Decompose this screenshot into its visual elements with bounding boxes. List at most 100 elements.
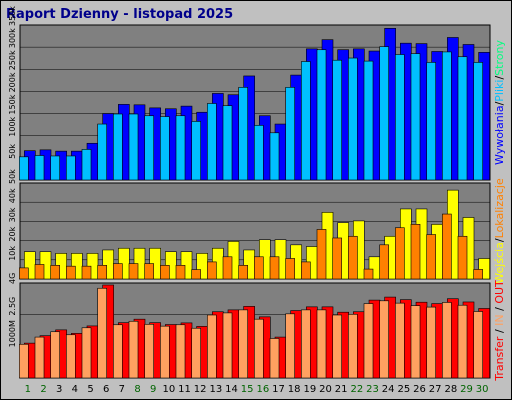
day-label: 15 [241, 384, 254, 395]
bar-top-2-day-21 [332, 59, 342, 181]
bar-middle-2-day-12 [191, 269, 201, 280]
bar-top-2-day-12 [191, 121, 201, 181]
bar-bottom-2-day-3 [50, 331, 60, 379]
bar-top-2-day-14 [222, 105, 233, 181]
bar-middle-2-day-25 [395, 227, 405, 280]
bar-bottom-2-day-25 [395, 302, 405, 379]
bar-middle-2-day-10 [160, 265, 170, 280]
legend-item: Wywołania [493, 105, 506, 165]
day-label: 2 [40, 384, 46, 395]
day-label: 20 [319, 384, 332, 395]
bar-bottom-2-day-5 [81, 327, 92, 379]
bar-top-2-day-27 [426, 62, 436, 181]
bar-middle-2-day-19 [301, 261, 311, 280]
bar-middle-2-day-8 [128, 263, 139, 280]
bar-top-2-day-9 [144, 115, 154, 181]
bar-top-2-day-28 [442, 51, 452, 181]
day-label: 8 [134, 384, 140, 395]
bar-middle-2-day-22 [348, 235, 358, 280]
y-tick-label: 50k [8, 169, 17, 184]
legend-bottom: Transfer / IN / OUT [493, 280, 506, 382]
bar-middle-2-day-13 [207, 261, 217, 280]
bar-top-2-day-7 [113, 113, 123, 181]
bar-middle-2-day-3 [50, 265, 60, 280]
bar-bottom-2-day-1 [19, 343, 29, 379]
bar-top-2-day-15 [238, 87, 248, 181]
bar-bottom-2-day-6 [97, 287, 107, 379]
legend-item: Pliki [493, 80, 506, 102]
bar-bottom-2-day-11 [175, 324, 186, 379]
bar-middle-2-day-14 [222, 256, 233, 280]
bar-middle-2-day-20 [316, 229, 327, 280]
y-tick-label: 40k [8, 188, 17, 203]
bar-top-2-day-3 [50, 155, 60, 181]
bar-bottom-2-day-19 [301, 309, 311, 379]
bar-bottom-2-day-28 [442, 302, 452, 379]
day-label: 16 [256, 384, 269, 395]
bar-top-2-day-24 [379, 46, 389, 181]
bar-middle-2-day-2 [34, 264, 45, 280]
legend-separator: / [493, 238, 506, 242]
legend-separator: / [493, 76, 506, 80]
bar-middle-2-day-15 [238, 265, 248, 280]
legend-item: Transfer [493, 336, 506, 382]
bar-middle-2-day-1 [19, 267, 29, 280]
bar-top-2-day-19 [301, 61, 311, 181]
legend-top: Wywołania/Pliki/Strony [493, 40, 506, 165]
bar-bottom-2-day-14 [222, 312, 233, 379]
legend-item: Wejścia [493, 242, 506, 284]
bar-top-2-day-22 [348, 57, 358, 181]
bar-middle-2-day-6 [97, 265, 107, 280]
y-tick-label: 30k [8, 207, 17, 222]
bar-top-2-day-10 [160, 116, 170, 181]
bar-bottom-2-day-21 [332, 314, 342, 379]
bar-middle-2-day-9 [144, 263, 154, 280]
bar-top-2-day-16 [254, 125, 264, 181]
day-label: 4 [72, 384, 78, 395]
bar-bottom-2-day-9 [144, 323, 154, 379]
bar-bottom-2-day-20 [316, 309, 327, 379]
bar-middle-2-day-18 [285, 258, 295, 280]
day-label: 3 [56, 384, 62, 395]
bar-bottom-2-day-12 [191, 327, 201, 379]
day-label: 18 [288, 384, 301, 395]
bar-middle-1-day-30 [478, 258, 490, 280]
panel-middle: 10k 20k 30k 40k 50k [8, 169, 491, 280]
legend-middle: Wejścia/Lokalizacje [493, 178, 506, 284]
bar-middle-2-day-24 [379, 244, 389, 280]
day-label: 11 [178, 384, 191, 395]
y-tick-label: 2.5G [8, 297, 17, 316]
bar-bottom-2-day-18 [285, 313, 295, 379]
bar-top-2-day-30 [473, 62, 483, 181]
bar-top-2-day-20 [316, 49, 327, 181]
bar-middle-2-day-16 [254, 256, 264, 280]
day-label: 9 [150, 384, 156, 395]
day-label: 22 [350, 384, 363, 395]
y-tick-label: 150k [8, 94, 17, 114]
bar-top-2-day-18 [285, 87, 295, 181]
bar-bottom-2-day-24 [379, 300, 389, 379]
bar-top-2-day-29 [457, 56, 468, 181]
chart-title: Raport Dzienny - listopad 2025 [6, 7, 233, 22]
y-tick-label: 1000M [8, 320, 17, 347]
day-label: 7 [119, 384, 125, 395]
bar-middle-2-day-7 [113, 263, 123, 280]
bar-bottom-2-day-10 [160, 325, 170, 379]
bar-middle-2-day-29 [457, 235, 468, 280]
bar-middle-2-day-21 [332, 237, 342, 280]
bar-top-2-day-25 [395, 54, 405, 181]
y-tick-label: 300k [8, 28, 17, 48]
bar-bottom-2-day-30 [473, 311, 483, 379]
bar-middle-2-day-27 [426, 234, 436, 280]
day-label: 6 [103, 384, 109, 395]
bar-bottom-2-day-22 [348, 313, 358, 379]
bar-middle-2-day-23 [363, 268, 374, 280]
bar-middle-2-day-4 [66, 265, 76, 280]
bar-top-2-day-6 [97, 123, 107, 181]
bar-top-2-day-26 [410, 53, 421, 181]
bar-bottom-2-day-13 [207, 314, 217, 379]
day-label: 5 [87, 384, 93, 395]
bar-top-2-day-13 [207, 103, 217, 181]
day-label: 10 [162, 384, 175, 395]
